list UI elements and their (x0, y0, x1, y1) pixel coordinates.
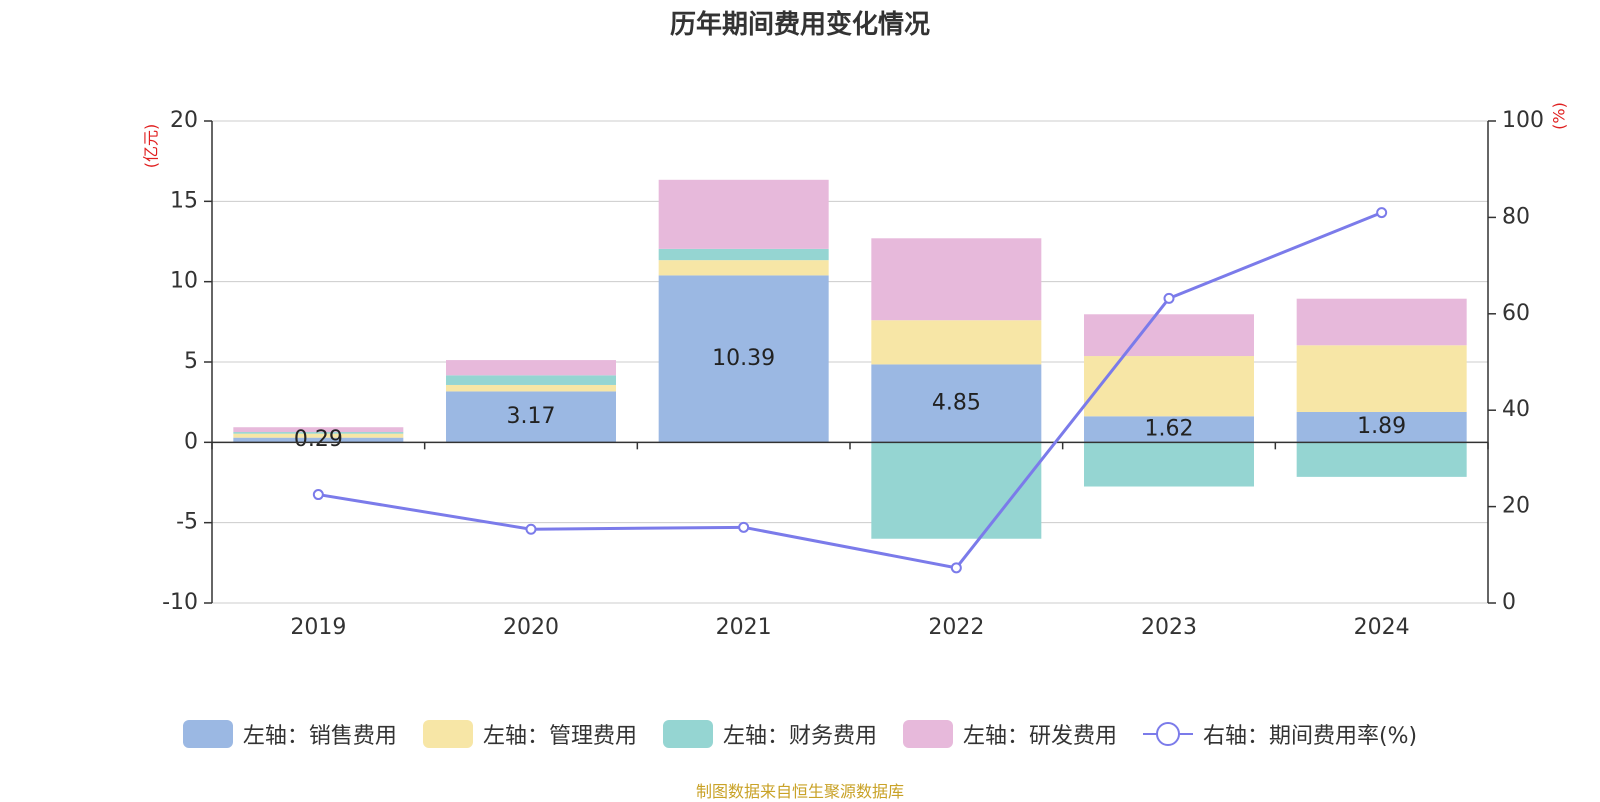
y-tick-label-right: 80 (1502, 204, 1530, 229)
x-tick-label-2021: 2021 (716, 615, 772, 640)
legend-label-rnd: 左轴：研发费用 (962, 724, 1117, 749)
bar-rnd-2024 (1296, 298, 1467, 346)
y-tick-label-left: -5 (176, 510, 198, 535)
bar-admin-2024 (1296, 345, 1467, 412)
y-tick-label-right: 100 (1502, 108, 1544, 133)
x-tick-label-2024: 2024 (1354, 615, 1410, 640)
bar-rnd-2021 (658, 179, 829, 249)
bar-finance-2021 (658, 248, 829, 261)
y-axis-right-unit: (%) (1550, 102, 1569, 130)
bar-admin-2021 (658, 260, 829, 276)
point-expense-rate-2023 (1163, 292, 1175, 304)
legend-item-admin[interactable]: 左轴：管理费用 (422, 718, 637, 750)
y-tick-label-right: 20 (1502, 494, 1530, 519)
bar-sales-2021 (658, 275, 829, 443)
legend-item-sales[interactable]: 左轴：销售费用 (182, 718, 397, 750)
data-label-sales-2022: 4.85 (932, 390, 981, 415)
y-tick-label-right: 40 (1502, 397, 1530, 422)
y-tick-label-left: -10 (162, 590, 198, 615)
x-tick-label-2020: 2020 (503, 615, 559, 640)
y-axis-left-unit: (亿元) (142, 124, 161, 169)
bar-sales-2023 (1084, 416, 1254, 443)
legend-swatch-finance (662, 720, 713, 748)
y-tick-label-right: 0 (1502, 590, 1516, 615)
legend-swatch-expense-rate (1142, 720, 1193, 748)
x-tick-label-2023: 2023 (1141, 615, 1197, 640)
bar-admin-2020 (446, 384, 616, 392)
point-expense-rate-2019 (312, 489, 324, 501)
bar-finance-2024 (1296, 442, 1467, 477)
y-tick-label-left: 10 (170, 269, 198, 294)
bar-rnd-2020 (446, 360, 616, 376)
data-label-sales-2020: 3.17 (507, 404, 556, 429)
bar-admin-2019 (233, 433, 404, 438)
data-label-sales-2024: 1.89 (1357, 414, 1406, 439)
legend-label-sales: 左轴：销售费用 (242, 724, 397, 749)
x-tick-label-2019: 2019 (290, 615, 346, 640)
legend-item-finance[interactable]: 左轴：财务费用 (662, 718, 877, 750)
legend-swatch-sales (182, 720, 233, 748)
y-tick-label-right: 60 (1502, 301, 1530, 326)
bar-rnd-2019 (233, 427, 404, 433)
legend-item-expense-rate[interactable]: 右轴：期间费用率(%) (1142, 718, 1418, 750)
bar-rnd-2022 (871, 238, 1042, 321)
bar-rnd-2023 (1084, 314, 1254, 357)
bar-sales-2022 (871, 364, 1042, 443)
y-tick-label-left: 15 (170, 188, 198, 213)
data-label-sales-2021: 10.39 (712, 346, 775, 371)
legend-swatch-rnd (902, 720, 953, 748)
data-label-sales-2023: 1.62 (1145, 416, 1194, 441)
legend-item-rnd[interactable]: 左轴：研发费用 (902, 718, 1117, 750)
y-tick-label-left: 20 (170, 108, 198, 133)
x-tick-label-2022: 2022 (928, 615, 984, 640)
bar-finance-2022 (871, 442, 1042, 539)
line-expense-rate (318, 211, 1383, 570)
source-note: 制图数据来自恒生聚源数据库 (695, 782, 904, 801)
y-tick-label-left: 5 (184, 349, 198, 374)
bar-admin-2023 (1084, 356, 1254, 417)
bar-sales-2020 (446, 391, 616, 443)
data-label-sales-2019: 0.29 (294, 427, 343, 452)
legend-label-finance: 左轴：财务费用 (722, 724, 877, 749)
bar-sales-2019 (233, 437, 404, 443)
bar-sales-2024 (1296, 411, 1467, 443)
legend-swatch-admin (422, 720, 473, 748)
y-tick-label-left: 0 (184, 429, 198, 454)
bar-finance-2019 (233, 432, 404, 434)
bar-admin-2022 (871, 320, 1042, 365)
legend-label-expense-rate: 右轴：期间费用率(%) (1202, 724, 1418, 749)
point-expense-rate-2024 (1376, 207, 1388, 219)
chart-title: 历年期间费用变化情况 (669, 10, 930, 40)
point-expense-rate-2020 (525, 523, 537, 535)
point-expense-rate-2021 (738, 521, 750, 533)
point-expense-rate-2022 (950, 562, 962, 574)
bar-finance-2023 (1084, 442, 1254, 487)
legend: 左轴：销售费用 左轴：管理费用 左轴：财务费用 左轴：研发费用 右轴：期间费用率… (0, 718, 1600, 750)
bar-finance-2020 (446, 375, 616, 385)
legend-label-admin: 左轴：管理费用 (482, 724, 637, 749)
